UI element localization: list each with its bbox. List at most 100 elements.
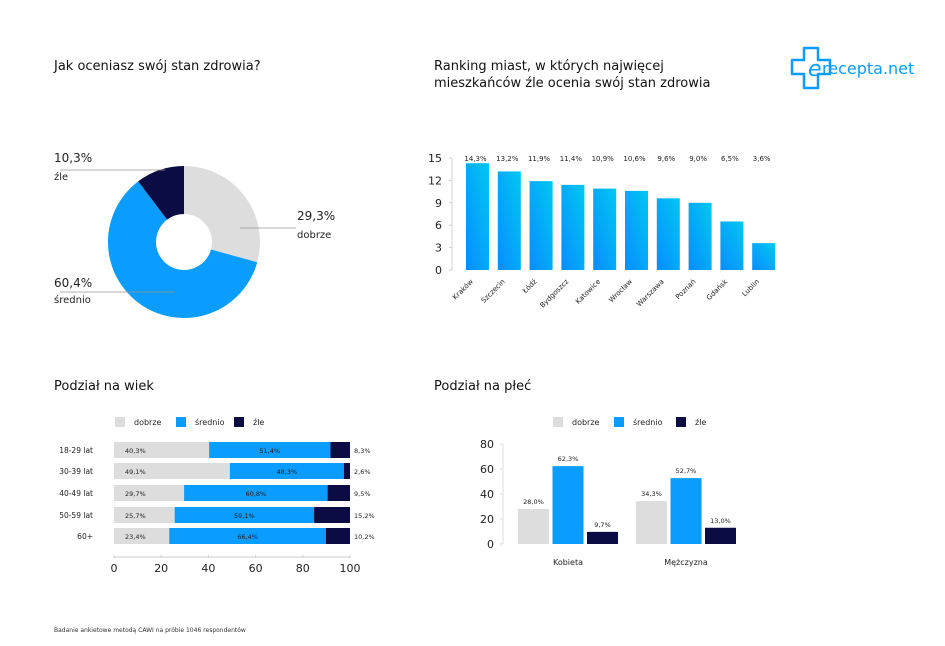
y-tick-label: 80 [480,438,494,451]
data-label: 34,3% [641,490,662,498]
city-bar [752,243,776,270]
segment-label: 2,6% [354,468,371,476]
segment-średnio [169,528,326,544]
segment-źle [343,463,350,479]
segment-label: 60,8% [246,490,267,498]
bar-źle [705,527,736,544]
segment-źle [325,528,350,544]
category-label: Mężczyzna [664,558,708,567]
y-tick-label: 15 [428,152,442,165]
segment-dobrze [114,442,210,458]
bar-średnio [552,466,584,544]
data-label: 10,9% [592,155,615,163]
data-label: 9,0% [689,155,707,163]
segment-źle [330,442,350,458]
overall-title: Jak oceniasz swój stan zdrowia? [54,59,261,74]
slice-value-label: 60,4% [54,276,92,290]
x-tick-label: 80 [296,562,310,575]
data-label: 3,6% [753,155,771,163]
row-label: 40-49 lat [59,489,93,498]
segment-dobrze [114,528,170,544]
x-tick-label: 0 [111,562,118,575]
slice-name-label: średnio [54,294,91,306]
ranking-title-line1: Ranking miast, w których najwięcej [434,59,664,74]
segment-źle [327,485,350,501]
legend-swatch-średnio [614,417,624,427]
y-tick-label: 20 [480,513,494,526]
bar-dobrze [636,501,667,544]
segment-średnio [174,507,315,523]
row-label: 50-59 lat [59,511,93,520]
segment-label: 9,5% [354,490,371,498]
legend-swatch-dobrze [553,417,563,427]
data-label: 11,4% [560,155,583,163]
x-tick-label: 100 [340,562,361,575]
segment-źle [314,507,350,523]
legend-label: dobrze [134,418,162,427]
donut-slice-średnio [108,181,258,318]
segment-dobrze [114,485,185,501]
gender-title: Podział na płeć [434,379,532,394]
legend-swatch-dobrze [115,417,125,427]
city-bar [720,221,744,270]
segment-label: 66,4% [237,533,258,541]
bar-średnio [670,478,702,544]
ranking-title-line2: mieszkańców źle ocenia swój stan zdrowia [434,76,711,91]
data-label: 13,2% [496,155,519,163]
city-bar [561,184,585,270]
row-label: 30-39 lat [59,467,93,476]
segment-dobrze [114,463,230,479]
donut-slice-dobrze [184,166,260,263]
slice-name-label: źle [54,171,68,183]
data-label: 52,7% [676,467,697,475]
segment-label: 51,4% [259,447,280,455]
svg-text:e: e [808,57,822,82]
x-tick-label: 40 [201,562,215,575]
bar-źle [587,531,618,544]
y-tick-label: 12 [428,174,442,187]
category-label: Kobieta [553,558,583,567]
y-tick-label: 40 [480,488,494,501]
legend-label: dobrze [572,418,600,427]
legend-swatch-średnio [176,417,186,427]
row-label: 60+ [77,532,93,541]
y-tick-label: 6 [435,219,442,232]
legend-label: źle [253,418,264,427]
segment-label: 59,1% [234,512,255,520]
age-title: Podział na wiek [54,379,154,394]
segment-label: 15,2% [354,512,375,520]
y-tick-label: 3 [435,242,442,255]
legend-label: średnio [633,417,663,427]
legend-swatch-źle [676,417,686,427]
y-tick-label: 0 [487,538,494,551]
city-bar [688,202,712,270]
data-label: 6,5% [721,155,739,163]
x-tick-label: 60 [249,562,263,575]
data-label: 11,9% [528,155,551,163]
y-tick-label: 0 [435,264,442,277]
recepta-logo: e recepta.net [790,46,920,94]
donut-slice-źle [138,166,184,220]
city-bar [497,171,521,270]
segment-średnio [209,442,331,458]
logo-text: recepta.net [822,59,914,78]
segment-label: 10,2% [354,533,375,541]
footnote: Badanie ankietowe metodą CAWI na próbie … [54,627,246,634]
city-bar [656,198,680,270]
segment-label: 40,3% [125,447,146,455]
slice-value-label: 29,3% [297,209,335,223]
y-tick-label: 60 [480,463,494,476]
data-label: 10,6% [623,155,646,163]
legend-label: źle [695,418,706,427]
data-label: 9,7% [594,521,611,529]
city-bar [625,190,648,270]
segment-label: 8,3% [354,447,371,455]
segment-średnio [229,463,344,479]
segment-label: 48,3% [277,468,298,476]
city-bar [466,163,489,270]
legend-label: średnio [195,417,225,427]
